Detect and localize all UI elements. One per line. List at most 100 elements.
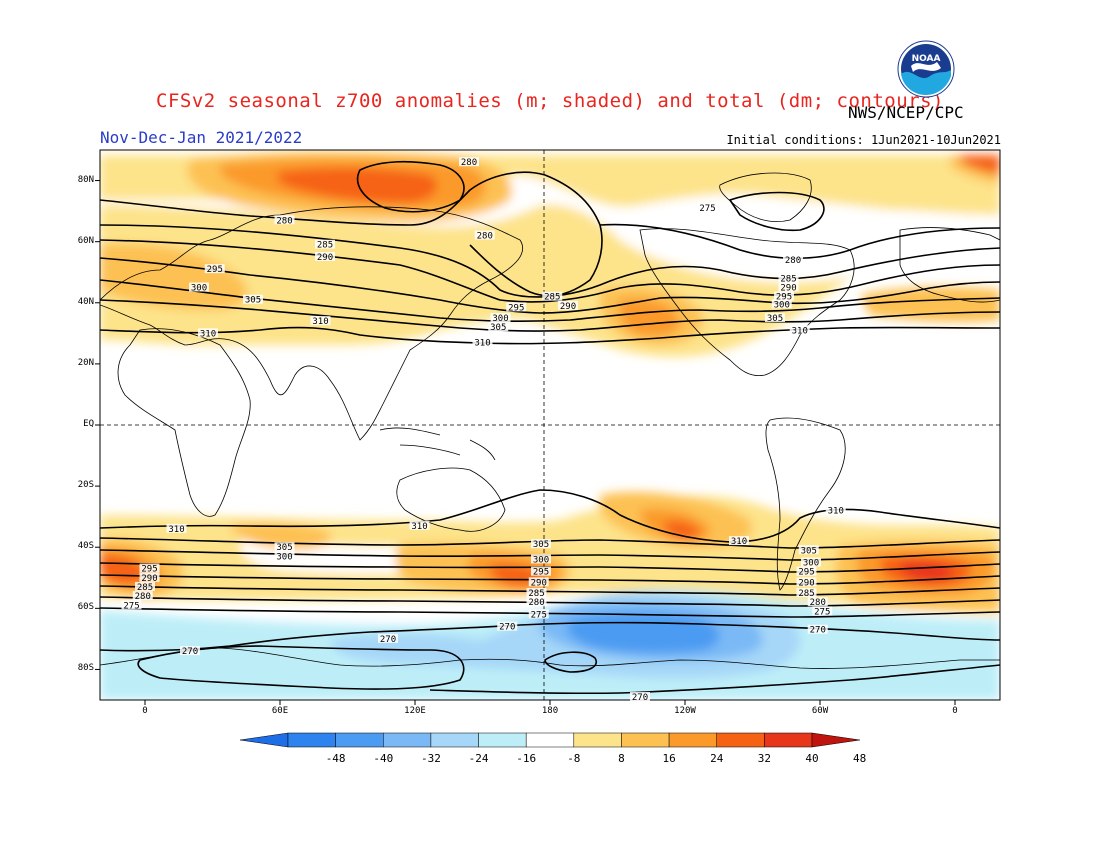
contour-285 (100, 224, 1000, 298)
colorbar-label: -16 (516, 752, 537, 765)
contour-label: 305 (533, 540, 549, 550)
contour-label-bg (132, 591, 153, 601)
contour-label: 310 (474, 339, 490, 349)
contour-295 (100, 257, 1000, 314)
contour-label: 285 (544, 293, 560, 303)
contour-label-bg (378, 633, 398, 643)
anomaly-greenland-32 (960, 155, 1000, 175)
colorbar-label: -8 (567, 752, 581, 765)
colorbar-label: 40 (805, 752, 819, 765)
contour-label-bg (526, 597, 547, 607)
lat-label: EQ (83, 419, 94, 429)
colorbar-label: -40 (373, 752, 394, 765)
contour-label: 280 (528, 598, 544, 608)
contour-label: 290 (560, 302, 576, 312)
anomaly-pacific-24 (618, 298, 680, 337)
contour-label: 305 (801, 546, 817, 556)
contour-295-sh (100, 562, 1000, 573)
agency-label: NWS/NCEP/CPC (848, 103, 964, 122)
contour-275-na (728, 191, 825, 232)
contour-label-bg (497, 621, 518, 631)
contour-270-ant (137, 645, 465, 690)
contour-label: 305 (490, 323, 506, 333)
contour-label: 285 (798, 589, 814, 599)
anomaly-nh-32 (276, 168, 438, 203)
contour-label: 310 (168, 525, 184, 535)
contour-label: 310 (200, 329, 216, 339)
contour-280-loop (356, 160, 465, 213)
contour-labels: 2802802802752802852902953003053102852902… (121, 157, 846, 703)
colorbar-label: 48 (853, 752, 867, 765)
figure-title: CFSv2 seasonal z700 anomalies (m; shaded… (156, 90, 944, 112)
noaa-logo-icon: NOAA (897, 40, 955, 98)
contour-label: 300 (774, 300, 790, 310)
contour-label-bg (490, 313, 511, 323)
contour-label-bg (474, 230, 495, 240)
coast-australia (396, 467, 506, 532)
contour-label: 300 (492, 314, 508, 324)
contour-label: 300 (276, 552, 292, 562)
contour-310-sh (100, 489, 1000, 543)
contour-280-sh (100, 596, 1000, 607)
colorbar-label: -32 (420, 752, 441, 765)
colorbar-label: -24 (468, 752, 489, 765)
contour-label-bg (315, 239, 335, 249)
contour-label-bg (796, 577, 817, 587)
contour-label-bg (274, 215, 295, 225)
contour-label-bg (771, 299, 792, 309)
contour-285-sh (100, 585, 1000, 596)
anomaly-sh-africa-32 (100, 554, 146, 585)
contour-275-sh (100, 607, 1000, 618)
contour-label-bg (531, 539, 551, 549)
contour-label: 275 (123, 601, 139, 611)
contour-label-bg (180, 646, 200, 656)
contour-label-bg (825, 505, 846, 515)
contour-label-bg (796, 588, 817, 598)
contour-label: 270 (632, 693, 648, 703)
lon-label: 60E (271, 706, 289, 716)
contour-label: 290 (798, 578, 814, 588)
contour-label: 295 (508, 303, 524, 313)
contour-label: 270 (380, 635, 396, 645)
contour-label-bg (783, 255, 803, 264)
contour-label-bg (765, 313, 785, 323)
contour-label: 280 (276, 216, 292, 226)
contour-label: 290 (141, 574, 157, 584)
coast-eurasia (100, 206, 523, 441)
contour-label: 295 (798, 568, 814, 578)
contour-label-bg (139, 563, 160, 573)
initial-conditions: Initial conditions: 1Jun2021-10Jun2021 (726, 133, 1001, 147)
contour-label-bg (135, 581, 155, 591)
contour-label: 270 (182, 647, 198, 657)
contour-label-bg (409, 520, 430, 530)
contour-label-bg (807, 624, 828, 634)
contour-label: 295 (141, 565, 157, 575)
contour-label-bg (630, 691, 650, 701)
lon-label: 60W (811, 706, 829, 716)
lon-label: 0 (142, 706, 148, 716)
contour-label: 310 (828, 507, 844, 517)
contour-310 (100, 326, 1000, 345)
colorbar-label: 32 (757, 752, 771, 765)
contour-label: 305 (245, 296, 261, 306)
colorbar-label: 16 (662, 752, 676, 765)
contour-label-bg (274, 551, 295, 561)
contour-label: 300 (803, 559, 819, 569)
coast-greenland (719, 172, 812, 222)
contour-label-bg (189, 282, 209, 292)
contour-label-bg (729, 536, 749, 546)
contour-label-bg (531, 566, 551, 576)
colorbar-label: -48 (325, 752, 346, 765)
contour-label-bg (801, 557, 821, 567)
contour-label-bg (542, 291, 563, 301)
contour-label: 300 (533, 555, 549, 565)
lon-label: 120E (404, 706, 426, 716)
contour-label: 275 (814, 607, 830, 617)
contour-label-bg (204, 264, 225, 274)
contour-label-bg (526, 588, 547, 598)
contour-label: 295 (207, 265, 223, 275)
contour-label-bg (198, 328, 218, 338)
contour-label: 290 (780, 284, 796, 294)
